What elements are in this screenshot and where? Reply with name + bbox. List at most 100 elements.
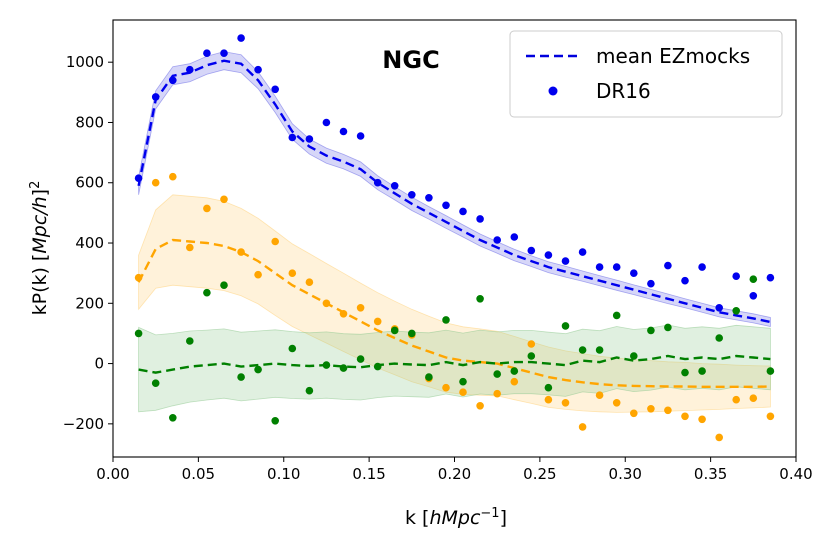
data-point-monopole (681, 276, 689, 285)
data-point-quadrupole (664, 406, 672, 415)
data-point-quadrupole (220, 195, 228, 204)
data-point-quadrupole (732, 395, 740, 404)
data-point-monopole (271, 85, 280, 94)
data-point-quadrupole (681, 412, 689, 421)
data-point-monopole (578, 248, 587, 256)
data-point-monopole (203, 49, 211, 57)
data-point-quadrupole (373, 317, 382, 326)
legend-label-mean: mean EZmocks (596, 44, 750, 68)
data-point-monopole (322, 118, 331, 127)
y-axis: −200 0 200 400 600 800 1000 (63, 53, 113, 433)
x-tick-label: 0.35 (694, 465, 727, 483)
data-point-hexadecapole (408, 329, 416, 338)
data-point-hexadecapole (203, 288, 211, 297)
data-point-hexadecapole (339, 364, 348, 372)
data-point-monopole (595, 263, 604, 271)
data-point-hexadecapole (186, 337, 194, 345)
data-point-hexadecapole (561, 322, 570, 330)
data-point-hexadecapole (715, 334, 723, 342)
data-point-quadrupole (339, 310, 348, 318)
x-tick-label: 0.10 (267, 465, 300, 483)
data-point-quadrupole (288, 269, 297, 278)
data-point-hexadecapole (356, 355, 365, 363)
x-tick-label: 0.20 (438, 465, 471, 483)
data-point-quadrupole (442, 383, 450, 392)
data-point-hexadecapole (425, 373, 433, 381)
x-tick-label: 0.30 (609, 465, 642, 483)
x-tick-label: 0.05 (182, 465, 215, 483)
data-point-quadrupole (561, 399, 570, 407)
y-tick-label: 400 (75, 234, 104, 252)
data-point-monopole (134, 174, 143, 182)
data-point-monopole (749, 292, 758, 300)
data-point-hexadecapole (151, 379, 160, 388)
band-monopole (138, 51, 771, 327)
mean-line-hexadecapole (138, 354, 771, 374)
data-point-hexadecapole (288, 344, 297, 353)
data-point-hexadecapole (544, 383, 553, 392)
data-point-hexadecapole (749, 275, 758, 284)
data-point-quadrupole (305, 278, 314, 287)
data-point-hexadecapole (664, 323, 672, 332)
legend: mean EZmocks DR16 (509, 30, 783, 118)
y-tick-label: 1000 (66, 53, 104, 71)
data-point-quadrupole (254, 270, 262, 279)
data-point-monopole (442, 201, 450, 210)
data-point-monopole (493, 236, 502, 244)
y-axis-label: kP(k) [Mpc/h]2 (28, 181, 52, 316)
x-axis: 0.00 0.05 0.10 0.15 0.20 0.25 0.30 0.35 0.40 (96, 457, 813, 483)
band-hexadecapole (138, 324, 771, 413)
data-point-quadrupole (493, 389, 502, 398)
data-point-hexadecapole (630, 352, 638, 360)
data-point-quadrupole (459, 388, 467, 397)
mean-line-monopole (137, 59, 771, 324)
data-point-monopole (561, 257, 570, 265)
data-point-hexadecapole (373, 362, 382, 371)
data-point-monopole (527, 246, 536, 255)
data-point-quadrupole (698, 415, 706, 424)
legend-box (509, 30, 783, 118)
x-tick-label: 0.40 (779, 465, 812, 483)
data-point-quadrupole (203, 204, 211, 213)
data-point-quadrupole (322, 299, 331, 308)
data-point-hexadecapole (390, 326, 399, 335)
data-point-hexadecapole (254, 365, 262, 374)
data-point-hexadecapole (134, 329, 143, 338)
data-point-monopole (339, 127, 348, 136)
data-point-monopole (425, 194, 433, 202)
data-point-hexadecapole (237, 373, 245, 381)
data-point-quadrupole (544, 395, 553, 404)
data-point-monopole (237, 34, 245, 42)
data-point-monopole (288, 133, 297, 142)
data-point-quadrupole (237, 248, 245, 256)
data-point-quadrupole (271, 237, 280, 246)
data-point-monopole (459, 207, 467, 216)
data-point-quadrupole (578, 423, 587, 431)
y-tick-label: 200 (75, 294, 104, 312)
data-point-monopole (698, 263, 706, 271)
data-point-monopole (220, 49, 228, 57)
data-point-hexadecapole (322, 361, 331, 369)
data-point-hexadecapole (169, 414, 177, 422)
data-point-hexadecapole (527, 352, 536, 360)
data-point-quadrupole (527, 340, 536, 348)
data-point-quadrupole (356, 304, 365, 312)
data-point-monopole (715, 304, 723, 312)
data-point-monopole (732, 272, 740, 281)
data-point-quadrupole (749, 394, 758, 403)
data-point-quadrupole (612, 399, 621, 407)
data-point-hexadecapole (476, 295, 484, 303)
data-point-quadrupole (169, 172, 177, 181)
data-point-hexadecapole (698, 367, 706, 375)
data-point-monopole (766, 273, 775, 282)
data-point-monopole (408, 191, 416, 199)
x-axis-label: k [hMpc−1] (405, 506, 507, 530)
data-point-monopole (390, 182, 399, 190)
data-point-quadrupole (476, 402, 484, 410)
data-point-hexadecapole (305, 386, 314, 395)
data-point-quadrupole (134, 273, 143, 282)
data-point-hexadecapole (766, 367, 775, 375)
x-tick-label: 0.00 (96, 465, 129, 483)
data-point-hexadecapole (220, 281, 228, 290)
